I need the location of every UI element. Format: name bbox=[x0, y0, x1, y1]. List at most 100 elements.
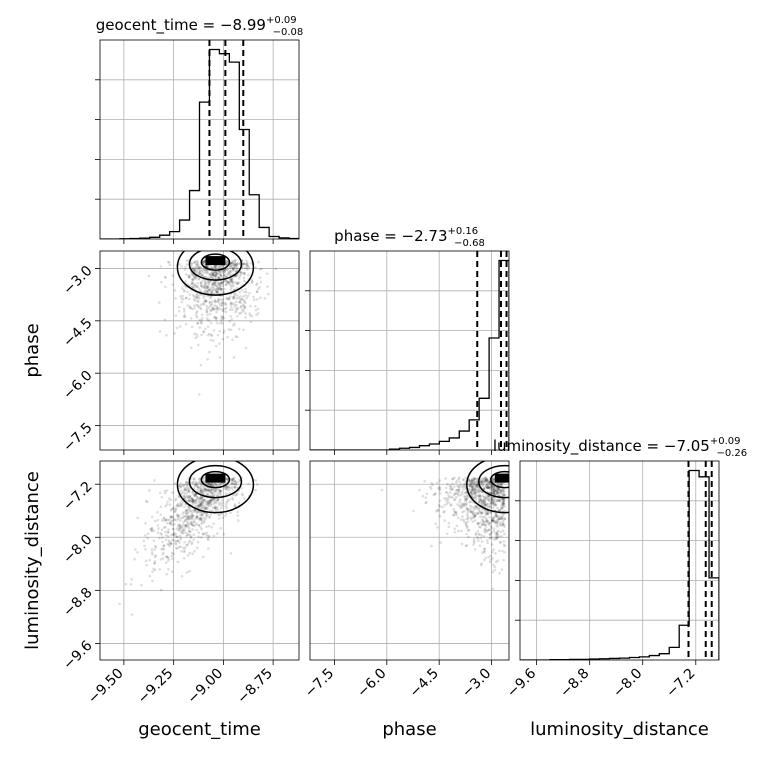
sample-point bbox=[467, 535, 470, 539]
sample-point bbox=[236, 314, 239, 318]
sample-point bbox=[184, 534, 188, 538]
sample-point bbox=[495, 534, 499, 538]
sample-point bbox=[495, 489, 498, 493]
sample-point bbox=[472, 537, 476, 541]
sample-point bbox=[217, 513, 220, 517]
sample-point bbox=[461, 510, 464, 514]
sample-point bbox=[159, 265, 163, 268]
sample-point bbox=[461, 515, 464, 518]
sample-point bbox=[208, 296, 212, 300]
sample-point bbox=[495, 487, 499, 490]
sample-point bbox=[453, 492, 457, 496]
sample-point bbox=[215, 284, 219, 288]
sample-point bbox=[219, 493, 223, 496]
sample-point bbox=[172, 531, 176, 535]
sample-point bbox=[258, 296, 262, 300]
sample-point bbox=[197, 272, 200, 276]
sample-point bbox=[214, 281, 218, 284]
sample-point bbox=[194, 504, 197, 508]
sample-point bbox=[153, 548, 156, 551]
sample-point bbox=[207, 482, 211, 485]
sample-point bbox=[185, 481, 188, 484]
sample-point bbox=[497, 517, 501, 521]
sample-point bbox=[174, 546, 178, 550]
sample-point bbox=[185, 259, 188, 262]
sample-point bbox=[501, 529, 505, 533]
sample-point bbox=[197, 500, 200, 504]
sample-point bbox=[495, 514, 498, 517]
sample-point bbox=[212, 487, 215, 491]
sample-point bbox=[159, 558, 163, 561]
sample-point bbox=[245, 296, 248, 300]
sample-point bbox=[218, 356, 222, 359]
sample-point bbox=[491, 516, 495, 520]
sample-point bbox=[461, 492, 464, 496]
sample-point bbox=[197, 266, 201, 270]
sample-point bbox=[494, 534, 498, 538]
sample-point bbox=[233, 504, 237, 508]
sample-point bbox=[197, 265, 200, 269]
sample-point bbox=[191, 282, 194, 285]
sample-point bbox=[184, 488, 187, 492]
sample-point bbox=[243, 271, 246, 275]
sample-point bbox=[496, 491, 499, 495]
sample-point bbox=[489, 554, 493, 558]
sample-point bbox=[479, 502, 483, 506]
sample-point bbox=[209, 275, 213, 279]
sample-point bbox=[459, 493, 462, 497]
sample-point bbox=[206, 482, 209, 485]
sample-point bbox=[175, 513, 179, 516]
sample-point bbox=[211, 271, 214, 275]
sample-point bbox=[470, 481, 474, 485]
sample-point bbox=[254, 266, 258, 269]
sample-point bbox=[472, 513, 475, 517]
sample-point bbox=[196, 335, 199, 338]
sample-point bbox=[220, 498, 224, 502]
sample-point bbox=[215, 290, 219, 294]
sample-point bbox=[462, 494, 466, 498]
sample-point bbox=[448, 491, 452, 494]
sample-point bbox=[478, 489, 482, 493]
sample-point bbox=[164, 276, 167, 279]
sample-point bbox=[222, 532, 226, 536]
sample-point bbox=[200, 333, 203, 337]
sample-point bbox=[199, 506, 202, 510]
sample-point bbox=[464, 476, 468, 480]
sample-point bbox=[485, 477, 488, 481]
sample-point bbox=[498, 517, 502, 520]
sample-point bbox=[182, 484, 186, 487]
sample-point bbox=[502, 501, 505, 505]
sample-point bbox=[206, 538, 210, 542]
sample-point bbox=[503, 532, 506, 536]
sample-point bbox=[236, 510, 239, 514]
sample-point bbox=[214, 300, 217, 304]
sample-point bbox=[215, 306, 219, 309]
sample-point bbox=[196, 483, 199, 487]
sample-point bbox=[219, 287, 223, 291]
sample-point bbox=[202, 516, 205, 519]
sample-point bbox=[209, 513, 213, 516]
sample-point bbox=[484, 528, 487, 531]
sample-point bbox=[473, 515, 476, 518]
sample-point bbox=[494, 552, 497, 555]
sample-point bbox=[217, 276, 220, 280]
sample-point bbox=[185, 263, 189, 266]
sample-point bbox=[235, 486, 239, 490]
sample-point bbox=[491, 502, 495, 505]
sample-point bbox=[220, 512, 224, 515]
sample-point bbox=[193, 494, 196, 498]
sample-point bbox=[452, 513, 456, 517]
sample-point bbox=[203, 268, 206, 271]
sample-point bbox=[464, 521, 468, 525]
sample-point bbox=[488, 521, 492, 525]
sample-point bbox=[228, 295, 232, 299]
sample-point bbox=[233, 292, 236, 295]
sample-point bbox=[194, 277, 197, 281]
sample-point bbox=[463, 498, 467, 501]
sample-point bbox=[248, 314, 252, 317]
sample-point bbox=[190, 521, 193, 525]
sample-point bbox=[217, 283, 221, 286]
sample-point bbox=[205, 308, 208, 311]
sample-point bbox=[214, 482, 218, 486]
sample-point bbox=[214, 316, 218, 320]
